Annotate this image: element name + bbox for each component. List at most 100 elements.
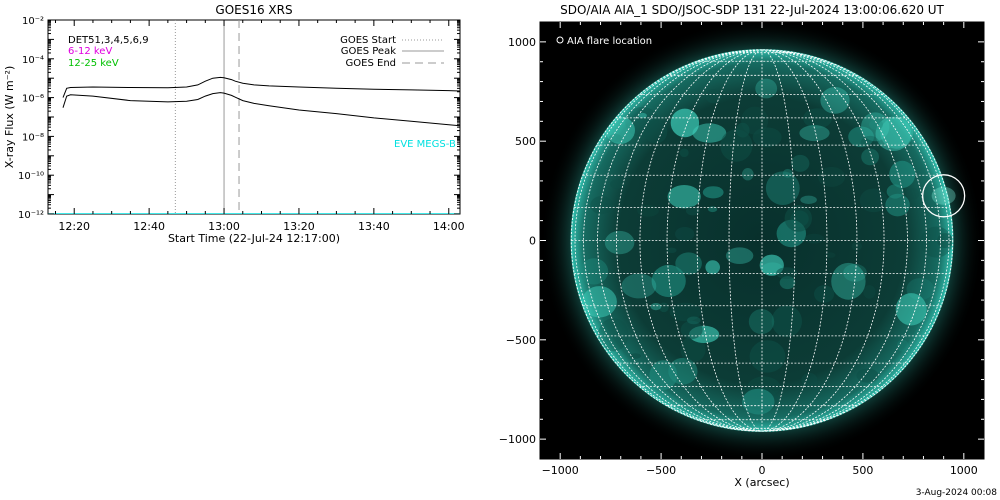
disk-brightening	[752, 127, 782, 148]
disk-brightening	[820, 87, 850, 114]
disk-brightening	[742, 388, 775, 415]
disk-brightening	[859, 188, 888, 213]
disk-brightening	[720, 129, 753, 162]
goes-series-line-1	[62, 76, 460, 98]
disk-brightening	[889, 160, 916, 188]
disk-brightening	[667, 247, 677, 253]
heliographic-grid	[570, 49, 954, 432]
goes-y-tick-label: 10⁻¹⁰	[18, 171, 44, 182]
goes-series-line-0	[62, 92, 460, 127]
disk-brightening	[896, 339, 909, 352]
disk-brightening	[895, 293, 927, 326]
disk-brightening	[799, 125, 830, 142]
channel-label-6-12kev: 6-12 keV	[68, 46, 112, 57]
grid-lines	[571, 49, 953, 432]
disk-brightening	[649, 360, 678, 390]
disk-brightening	[644, 120, 668, 144]
disk-brightening	[831, 262, 866, 300]
disk-brightening	[667, 185, 701, 209]
disk-brightening	[670, 108, 700, 138]
disk-brightening	[886, 184, 904, 199]
disk-brightening	[784, 205, 812, 232]
goes-y-ticks: 10⁻¹² 10⁻¹⁰ 10⁻⁸ 10⁻⁶ 10⁻⁴ 10⁻²	[18, 16, 460, 221]
disk-brightening	[579, 258, 609, 285]
goes-x-tick-label: 13:20	[283, 220, 315, 233]
legend-goes-end: GOES End	[346, 58, 396, 69]
disk-brightening	[782, 168, 793, 178]
disk-brightening	[598, 318, 629, 352]
disk-brightening	[779, 276, 796, 290]
disk-brightening	[669, 302, 701, 322]
aia-image-panel: SDO/AIA AIA_1 SDO/JSOC-SDP 131 22-Jul-20…	[499, 3, 985, 489]
disk-brightening	[771, 305, 802, 338]
disk-brightening	[818, 166, 846, 187]
disk-brightening	[843, 263, 867, 282]
disk-brightening	[885, 193, 910, 217]
disk-brightening	[675, 252, 702, 275]
goes-x-tick-label: 13:40	[358, 220, 390, 233]
longitude-line	[761, 49, 828, 432]
longitude-line	[761, 49, 950, 432]
disk-brightening	[637, 204, 659, 217]
disk-brightening	[687, 316, 701, 325]
aia-y-tick-label: 1000	[508, 36, 536, 49]
footer-timestamp: 3-Aug-2024 00:08	[916, 488, 998, 498]
disk-brightening	[804, 233, 825, 244]
goes-event-lines	[174, 20, 240, 214]
legend-goes-start: GOES Start	[340, 35, 396, 46]
disk-brightening	[705, 89, 722, 104]
disk-brightening	[629, 353, 641, 359]
goes-y-tick-label: 10⁻¹²	[18, 210, 44, 221]
disk-brightening	[610, 179, 626, 189]
disk-brightening	[621, 273, 657, 299]
disk-brightening	[875, 116, 912, 151]
longitude-line	[574, 49, 763, 432]
disk-brightening	[590, 196, 613, 215]
goes-series	[48, 76, 460, 214]
disk-brightening	[755, 78, 778, 99]
aia-x-ticks: −1000 −500 0 500 1000	[542, 22, 978, 477]
disk-brightening	[880, 117, 914, 149]
aia-x-tick-label: 1000	[950, 464, 978, 477]
aia-y-tick-label: 500	[515, 135, 536, 148]
disk-brightening	[702, 186, 724, 199]
eve-megs-b-label: EVE MEGS-B	[394, 139, 456, 150]
aia-y-tick-label: 0	[529, 235, 536, 248]
longitude-line	[597, 49, 763, 432]
goes-title: GOES16 XRS	[215, 3, 292, 17]
disk-brightening	[675, 227, 695, 241]
disk-brightening	[650, 303, 662, 311]
disk-brightening	[680, 320, 703, 340]
longitude-line	[761, 49, 927, 432]
disk-brightening	[920, 226, 953, 258]
disk-brightening	[801, 372, 818, 388]
goes-x-tick-label: 14:00	[433, 220, 465, 233]
legend-goes-peak: GOES Peak	[341, 46, 396, 57]
goes-xrs-panel: GOES16 XRS 12:20 12:40 13:00 13:20 13:40 14:0…	[3, 3, 465, 245]
aia-x-tick-label: −1000	[542, 464, 579, 477]
disk-brightening	[860, 135, 880, 150]
aia-x-tick-label: −500	[646, 464, 676, 477]
goes-x-tick-label: 12:40	[133, 220, 165, 233]
goes-x-tick-label: 13:00	[208, 220, 240, 233]
disk-brightening	[863, 285, 876, 299]
goes-y-tick-label: 10⁻²	[22, 16, 44, 27]
disk-brightening	[776, 267, 798, 280]
disk-brightening	[869, 119, 883, 131]
disk-brightening	[659, 302, 669, 313]
longitude-line	[666, 49, 763, 432]
aia-x-tick-label: 500	[852, 464, 873, 477]
disk-brightening	[705, 260, 720, 275]
disk-brightening	[800, 195, 817, 204]
disk-brightening	[605, 116, 635, 144]
disk-brightening	[906, 188, 920, 200]
goes-x-axis-label: Start Time (22-Jul-24 12:17:00)	[168, 232, 340, 245]
channel-label-detectors: DET51,3,4,5,6,9	[68, 35, 149, 46]
disk-brightening	[748, 309, 775, 335]
goes-x-ticks: 12:20 12:40 13:00 13:20 13:40 14:00	[54, 20, 465, 233]
disk-brightening	[861, 148, 879, 166]
disk-brightening	[638, 112, 647, 119]
aia-y-tick-label: −500	[506, 334, 536, 347]
aia-x-axis-label: X (arcsec)	[734, 476, 789, 489]
